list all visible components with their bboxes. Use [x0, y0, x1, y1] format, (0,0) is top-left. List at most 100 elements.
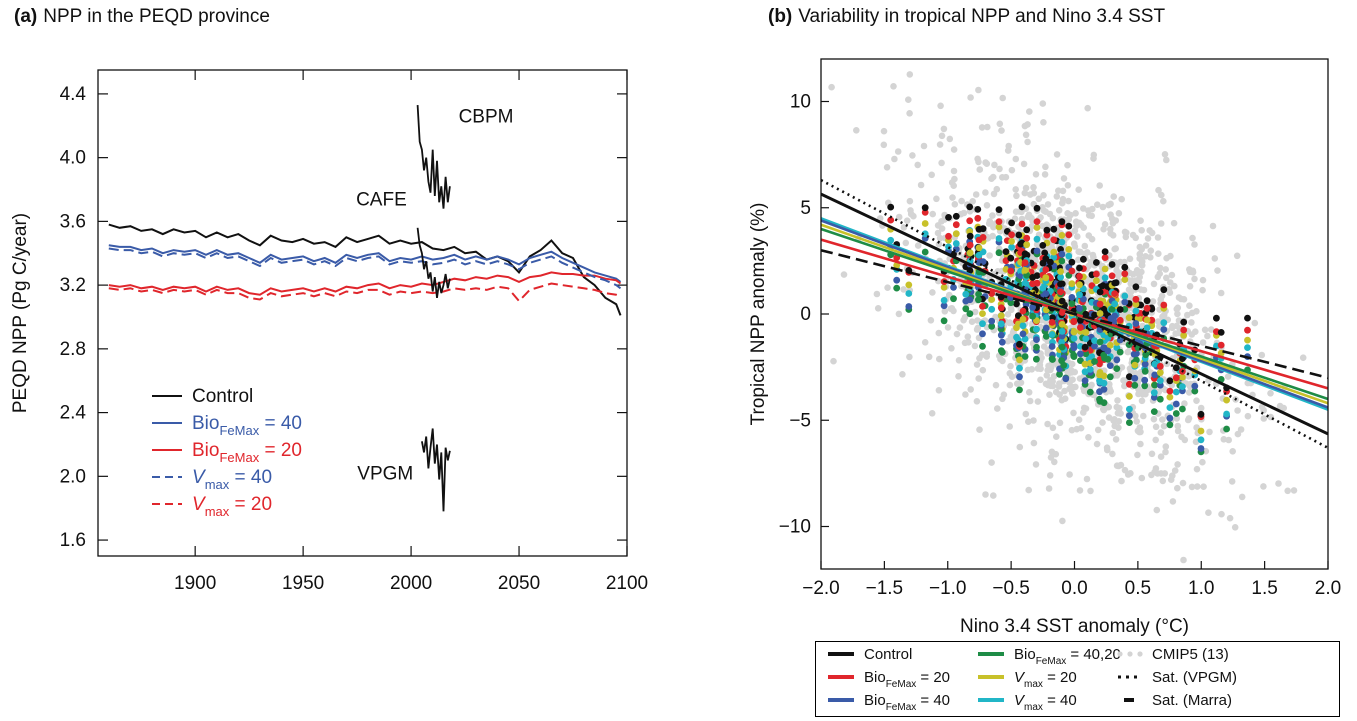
chart-b-cmip5-point — [920, 142, 928, 150]
chart-b-point-vmax40 — [1081, 368, 1089, 376]
chart-b-cmip5-point — [929, 289, 936, 296]
chart-b-cmip5-point — [884, 284, 891, 292]
chart-b-point-vmax40 — [1121, 292, 1129, 300]
chart-b-cmip5-point — [1151, 468, 1158, 476]
chart-b-cmip5-point — [902, 239, 910, 247]
chart-b-cmip5-point — [1109, 450, 1116, 458]
chart-b-cmip5-point — [1046, 391, 1053, 399]
chart-b-cmip5-point — [971, 308, 979, 316]
chart-b-point-bio20 — [1156, 362, 1164, 370]
chart-b-cmip5-point — [1084, 104, 1091, 112]
chart-b-cmip5-point — [1044, 201, 1052, 208]
chart-b-point-vmax20 — [1223, 396, 1230, 404]
chart-a-series-control — [108, 223, 622, 316]
chart-b-cmip5-point — [1049, 214, 1057, 222]
chart-b-cmip5-point — [1188, 483, 1196, 491]
chart-a-legend-label-bio20: BioFeMax = 20 — [192, 440, 302, 465]
chart-b-cmip5-point — [1251, 319, 1259, 327]
chart-b-cmip5-point — [880, 127, 888, 135]
chart-b-cmip5-point — [1234, 430, 1242, 438]
chart-b-cmip5-point — [1064, 161, 1071, 169]
chart-a-obs-vpgm — [421, 428, 451, 512]
chart-b-point-control — [1080, 255, 1087, 263]
chart-b-cmip5-point — [936, 355, 943, 363]
chart-b-cmip5-point — [1075, 416, 1083, 424]
chart-b-cmip5-point — [1025, 486, 1032, 494]
chart-b-point-bio20 — [1217, 341, 1225, 349]
chart-b-cmip5-point — [1013, 380, 1021, 388]
chart-b-cmip5-point — [1275, 480, 1282, 487]
chart-b-point-control — [1042, 255, 1050, 262]
chart-b-cmip5-point — [1299, 354, 1307, 362]
chart-b-cmip5-point — [999, 357, 1006, 365]
chart-b-point-control — [1111, 279, 1119, 287]
chart-b-point-bio4020 — [1058, 343, 1066, 351]
chart-b-cmip5-point — [1193, 465, 1201, 473]
chart-a-obs-cbpm — [416, 105, 451, 209]
chart-b-cmip5-point — [1233, 252, 1241, 260]
chart-b-cmip5-point — [1009, 329, 1017, 336]
chart-b-cmip5-point — [1060, 175, 1068, 182]
chart-b-cmip5-point — [1129, 231, 1137, 239]
chart-b-point-bio40 — [893, 276, 901, 284]
chart-a-series-vmax40 — [108, 247, 622, 290]
chart-b-cmip5-point — [1123, 229, 1130, 236]
chart-b-cmip5-point — [927, 317, 935, 324]
chart-b-point-bio20 — [1143, 304, 1151, 312]
chart-b-point-vmax20 — [1121, 276, 1129, 283]
chart-b-point-vmax40 — [887, 236, 895, 244]
chart-b-point-bio20 — [1088, 282, 1096, 289]
chart-b-point-control — [1081, 343, 1089, 351]
chart-a-legend-label-control: Control — [192, 386, 253, 407]
chart-b-point-control — [1008, 219, 1015, 227]
chart-b-point-bio40 — [940, 302, 948, 310]
chart-a-obs-cafe — [416, 227, 451, 299]
chart-b-point-bio20 — [1065, 231, 1073, 239]
chart-b-point-bio4020 — [1070, 353, 1078, 360]
chart-b-point-bio20 — [1093, 270, 1100, 278]
chart-b-cmip5-point — [1006, 423, 1013, 430]
chart-b-cmip5-point — [1049, 424, 1057, 432]
chart-b-point-control — [975, 225, 983, 233]
chart-b-point-vmax40 — [1086, 366, 1094, 373]
chart-b-point-vmax40 — [1019, 322, 1027, 330]
chart-b-xtick-label: −0.5 — [992, 578, 1030, 599]
chart-b-point-bio20 — [1050, 236, 1058, 244]
chart-b-point-vmax20 — [905, 281, 913, 289]
chart-b-cmip5-point — [1070, 240, 1078, 247]
chart-b-cmip5-point — [994, 405, 1001, 412]
chart-b-cmip5-point — [1008, 166, 1016, 174]
chart-b-cmip5-point — [1138, 474, 1146, 482]
chart-b-cmip5-point — [1110, 193, 1117, 200]
chart-b-point-vmax40 — [1058, 238, 1066, 246]
chart-b-cmip5-point — [1134, 451, 1141, 459]
chart-b-cmip5-point — [1025, 389, 1033, 396]
chart-b-cmip5-point — [1087, 487, 1094, 495]
chart-b-cmip5-point — [1157, 220, 1165, 227]
chart-b-cmip5-point — [999, 174, 1006, 181]
chart-b-cmip5-point — [873, 290, 881, 298]
chart-b-cmip5-point — [1042, 208, 1049, 215]
chart-b-point-vmax40 — [1223, 410, 1230, 418]
chart-b-cmip5-point — [1260, 415, 1268, 422]
chart-b-point-bio20 — [1068, 267, 1076, 275]
chart-b-cmip5-point — [976, 426, 983, 434]
chart-b-point-vmax40 — [1058, 328, 1066, 335]
chart-b-cmip5-point — [1155, 250, 1162, 257]
chart-b-cmip5-point — [1237, 426, 1245, 433]
chart-b-cmip5-point — [982, 491, 989, 498]
chart-b-point-vmax20 — [1156, 369, 1164, 376]
chart-b-cmip5-point — [1115, 210, 1123, 217]
chart-b-cmip5-point — [1137, 217, 1144, 224]
chart-b-point-bio20 — [1019, 307, 1027, 315]
chart-b-point-bio40 — [1033, 336, 1040, 343]
chart-b-cmip5-point — [968, 318, 976, 326]
chart-b-point-bio40 — [1132, 320, 1140, 327]
chart-b-point-bio4020 — [1172, 410, 1180, 417]
chart-b-cmip5-point — [950, 167, 958, 175]
chart-b-point-bio40 — [1141, 360, 1149, 368]
chart-b-point-bio20 — [1048, 319, 1056, 326]
chart-b-point-bio40 — [1076, 305, 1083, 312]
chart-b-point-bio40 — [1019, 330, 1027, 338]
chart-b-cmip5-point — [1178, 433, 1185, 441]
